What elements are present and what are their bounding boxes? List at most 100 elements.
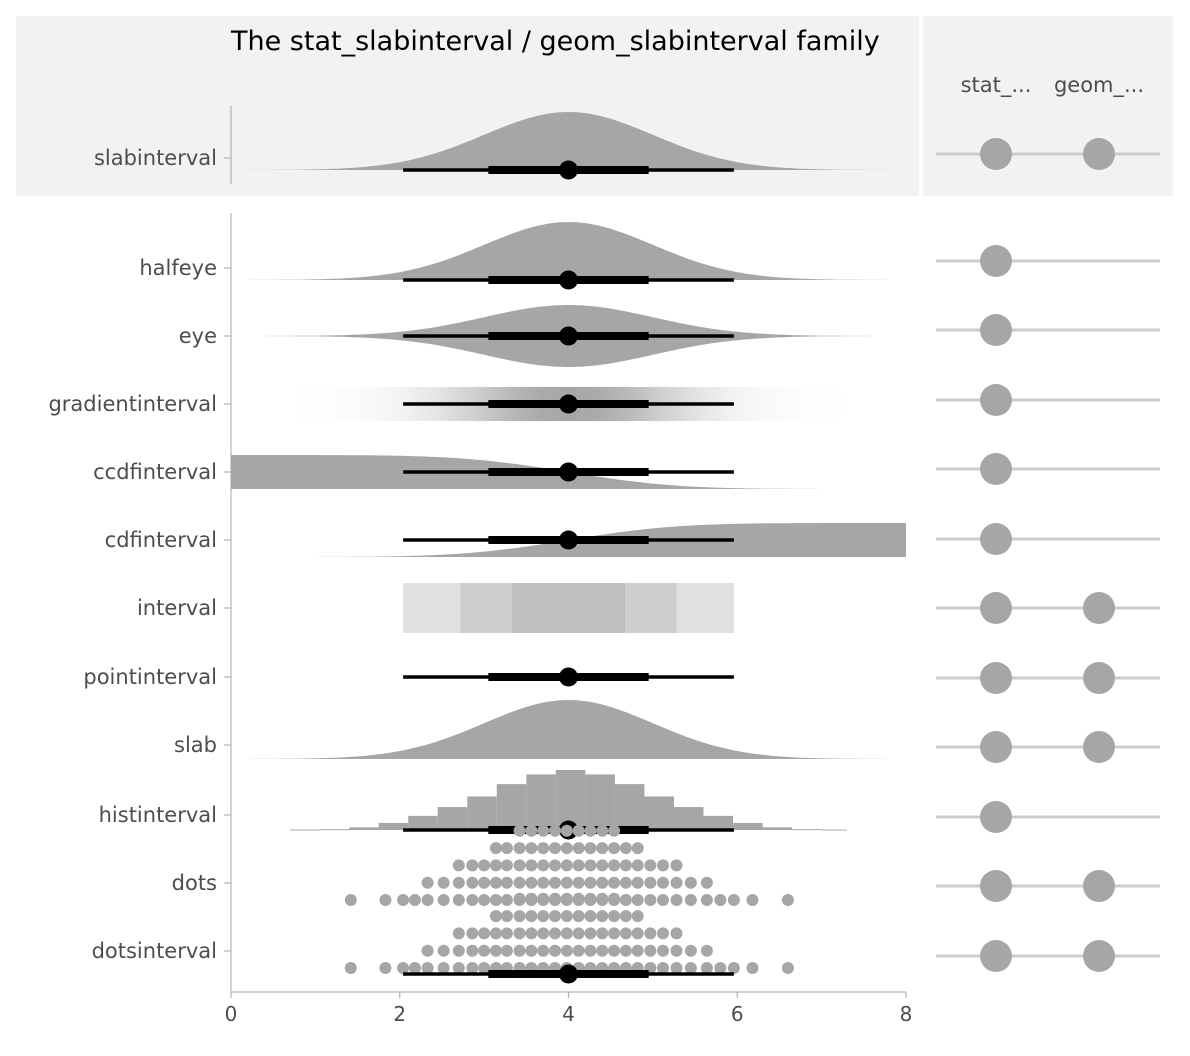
dotsinterval-dot bbox=[584, 910, 597, 923]
dots-dot bbox=[619, 859, 632, 872]
dots-dot bbox=[657, 894, 669, 906]
stat-available-dot-cdfinterval bbox=[980, 523, 1012, 555]
ccdfinterval-point bbox=[559, 462, 578, 482]
stat-available-dot-dotsinterval bbox=[980, 940, 1012, 972]
dotsinterval-dot bbox=[549, 910, 561, 923]
y-label-cdfinterval: cdfinterval bbox=[105, 528, 217, 552]
dotsinterval-dot bbox=[513, 892, 526, 905]
histinterval-bin bbox=[762, 827, 793, 830]
dotsinterval-dot bbox=[596, 892, 609, 905]
dots-dot bbox=[631, 894, 644, 906]
dotsinterval-dot bbox=[489, 927, 502, 940]
dotsinterval-dot bbox=[489, 910, 502, 923]
cdfinterval-point bbox=[559, 530, 578, 550]
dotsinterval-dot bbox=[560, 910, 573, 923]
dots-dot bbox=[489, 859, 502, 872]
stat-available-dot-gradientinterval bbox=[980, 384, 1012, 416]
dotsinterval-dot bbox=[549, 892, 561, 905]
dots-dot bbox=[344, 894, 357, 906]
dotsinterval-dot bbox=[596, 910, 609, 923]
stat-available-dot-slabinterval bbox=[980, 138, 1012, 170]
histinterval-bin bbox=[644, 796, 674, 830]
dots-dot bbox=[670, 894, 683, 906]
dots-dot bbox=[684, 894, 697, 906]
slabinterval-point bbox=[559, 160, 578, 180]
stat-available-dot-histinterval bbox=[980, 801, 1012, 833]
dotsinterval-dot bbox=[619, 944, 632, 957]
dots-dot bbox=[596, 859, 609, 872]
dotsinterval-dot bbox=[437, 962, 450, 974]
dots-dot bbox=[572, 876, 585, 889]
dotsinterval-dot bbox=[670, 944, 683, 957]
dotsinterval-dot bbox=[500, 910, 513, 923]
dots-dot bbox=[478, 876, 491, 889]
histinterval-bin bbox=[496, 784, 527, 830]
dotsinterval-dot bbox=[478, 927, 491, 940]
dots-dot bbox=[549, 824, 561, 837]
dotsinterval-dot bbox=[608, 944, 621, 957]
stat-available-dot-dots bbox=[980, 870, 1012, 902]
dotsinterval-dot bbox=[466, 944, 479, 957]
dotsinterval-dot bbox=[781, 962, 794, 974]
dotsinterval-dot bbox=[572, 927, 585, 940]
dots-dot bbox=[619, 842, 632, 855]
dots-dot bbox=[560, 824, 573, 837]
x-tick-label: 8 bbox=[900, 1002, 913, 1026]
y-label-slabinterval: slabinterval bbox=[94, 146, 217, 170]
geom-available-dot-slabinterval bbox=[1083, 138, 1115, 170]
eye-point bbox=[559, 326, 578, 346]
stat-available-dot-interval bbox=[980, 592, 1012, 624]
geom-available-dot-pointinterval bbox=[1083, 662, 1115, 694]
dots-dot bbox=[608, 824, 621, 837]
dots-dot bbox=[525, 842, 538, 855]
dotsinterval-dot bbox=[700, 962, 713, 974]
y-label-dotsinterval: dotsinterval bbox=[92, 939, 217, 963]
x-tick-label: 2 bbox=[393, 1002, 406, 1026]
stat-available-dot-halfeye bbox=[980, 245, 1012, 277]
dotsinterval-dot bbox=[584, 892, 597, 905]
dots-dot bbox=[452, 876, 465, 889]
dots-dot bbox=[421, 876, 434, 889]
histinterval-bin bbox=[703, 815, 734, 830]
dots-dot bbox=[478, 894, 491, 906]
dotsinterval-dot bbox=[560, 944, 573, 957]
dotsinterval-dot bbox=[513, 944, 526, 957]
dotsinterval-dot bbox=[549, 944, 561, 957]
dotsinterval-dot bbox=[525, 892, 538, 905]
dotsinterval-dot bbox=[525, 944, 538, 957]
histinterval-bin bbox=[585, 774, 615, 830]
dotsinterval-dot bbox=[397, 962, 410, 974]
dots-dot bbox=[714, 894, 727, 906]
dots-dot bbox=[608, 842, 621, 855]
dotsinterval-dot bbox=[537, 892, 550, 905]
dotsinterval-dot bbox=[596, 944, 609, 957]
dots-dot bbox=[584, 842, 597, 855]
dots-dot bbox=[513, 824, 526, 837]
dotsinterval-dot bbox=[525, 927, 538, 940]
dots-dot bbox=[489, 876, 502, 889]
y-label-halfeye: halfeye bbox=[139, 256, 217, 280]
dots-dot bbox=[537, 842, 550, 855]
dots-dot bbox=[644, 894, 657, 906]
dots-dot bbox=[619, 894, 632, 906]
availability-panel bbox=[936, 138, 1160, 972]
y-label-dots: dots bbox=[172, 871, 217, 895]
dots-dot bbox=[437, 876, 450, 889]
stat-available-dot-ccdfinterval bbox=[980, 453, 1012, 485]
histinterval-bin bbox=[555, 770, 586, 830]
dotsinterval-dot bbox=[584, 944, 597, 957]
dots-dot bbox=[421, 894, 434, 906]
dotsinterval-dot bbox=[500, 944, 513, 957]
dots-dot bbox=[537, 859, 550, 872]
dotsinterval-dot bbox=[644, 927, 657, 940]
dotsinterval-dot bbox=[537, 944, 550, 957]
pointinterval-point bbox=[559, 667, 578, 687]
dots-dot bbox=[560, 859, 573, 872]
dotsinterval-dot bbox=[619, 910, 632, 923]
dotsinterval-dot bbox=[631, 944, 644, 957]
histinterval-bin bbox=[792, 829, 822, 831]
dots-dot bbox=[466, 876, 479, 889]
histinterval-bin bbox=[614, 784, 645, 830]
dots-dot bbox=[560, 876, 573, 889]
